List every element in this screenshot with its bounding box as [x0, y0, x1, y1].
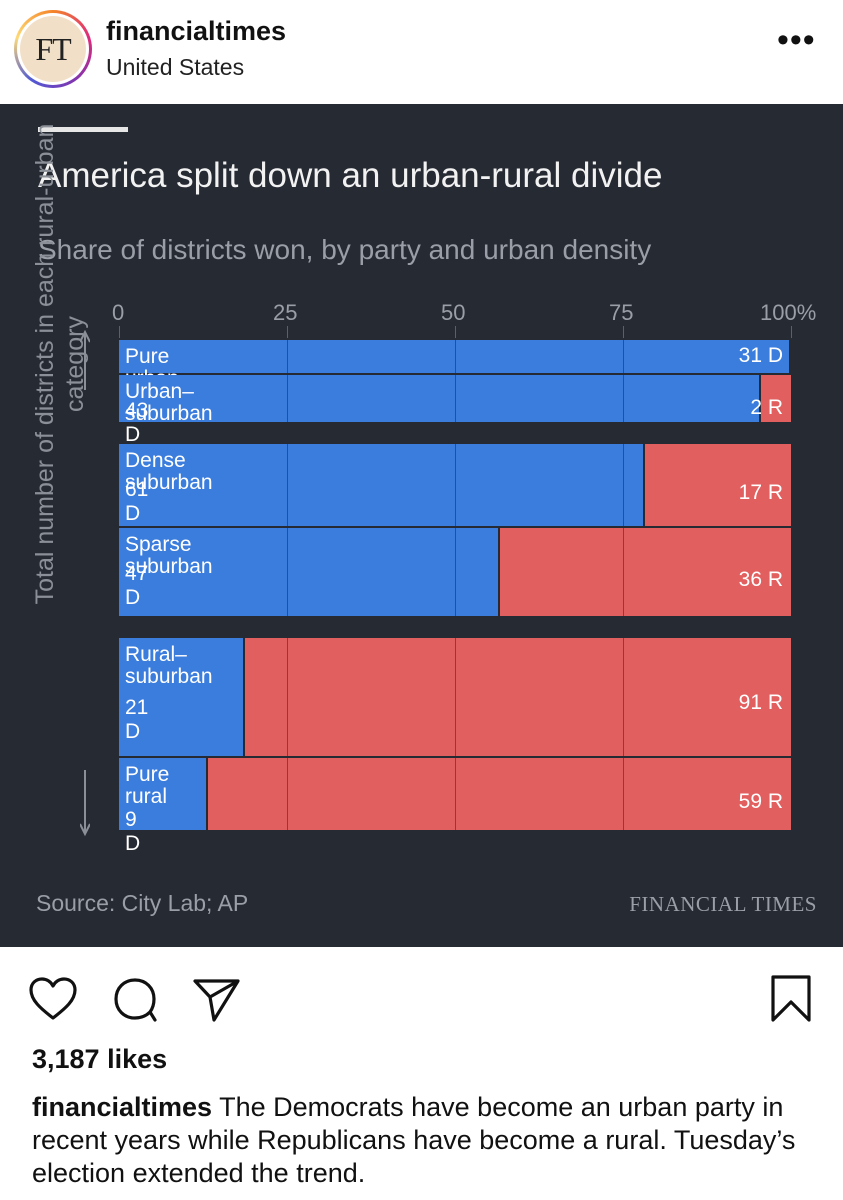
- x-tick-mark: [623, 326, 624, 338]
- democrat-count-label: 47 D: [125, 562, 149, 609]
- bar-segment-democrat: [119, 638, 245, 756]
- avatar-logo: FT: [20, 16, 86, 82]
- democrat-count-label: 21 D: [125, 696, 149, 743]
- bar-segment-republican: [208, 758, 791, 830]
- more-options-icon[interactable]: •••: [777, 21, 816, 59]
- democrat-count-label: 61 D: [125, 478, 149, 525]
- avatar-border: FT: [17, 13, 89, 85]
- category-label-line: Pure: [125, 763, 170, 786]
- category-label-line: suburban: [125, 665, 213, 688]
- chart-title: America split down an urban-rural divide: [38, 156, 663, 195]
- bar-segment-democrat: [119, 758, 208, 830]
- democrat-count-label: 9 D: [125, 808, 141, 855]
- category-label: Pure rural: [125, 764, 169, 808]
- bar-segment-republican: [245, 638, 791, 756]
- category-label-line: Rural–: [125, 643, 187, 666]
- chart-subtitle: Share of districts won, by party and urb…: [38, 234, 652, 265]
- category-label-line: Dense suburban: [125, 449, 213, 494]
- bar-segment-democrat: [119, 444, 645, 526]
- bookmark-icon[interactable]: [770, 974, 812, 1024]
- heart-icon[interactable]: [28, 977, 78, 1021]
- count-label-right: 36 R: [738, 568, 783, 591]
- category-label: Sparse suburban: [125, 534, 213, 578]
- category-label: Dense suburban: [125, 450, 213, 494]
- category-label-line: Sparse suburban: [125, 533, 213, 578]
- category-label: Urban–suburban: [125, 381, 213, 425]
- count-label-right: 31 D: [738, 344, 783, 367]
- x-tick-label: 75: [609, 300, 634, 325]
- x-tick-mark: [455, 326, 456, 338]
- x-tick-mark: [791, 326, 792, 338]
- comment-icon[interactable]: [112, 976, 160, 1024]
- count-label-right: 17 R: [738, 481, 783, 504]
- category-label-line: Urban–suburban: [125, 380, 213, 425]
- send-icon[interactable]: [192, 975, 242, 1023]
- title-rule: [38, 127, 128, 132]
- caption-username[interactable]: financialtimes: [32, 1092, 213, 1122]
- y-axis-arrow: [80, 330, 90, 837]
- x-tick-mark: [287, 326, 288, 338]
- chart-image: America split down an urban-rural divide…: [0, 104, 843, 947]
- category-label-line: rural: [125, 785, 168, 808]
- chart-source: Source: City Lab; AP: [36, 890, 249, 916]
- action-bar: [0, 947, 843, 1047]
- x-tick-label: 25: [273, 300, 298, 325]
- count-label-right: 91 R: [738, 691, 783, 714]
- caption: financialtimes The Democrats have become…: [32, 1091, 812, 1190]
- bar-segment-republican: [761, 375, 791, 422]
- chart-brand: FINANCIAL TIMES: [629, 892, 817, 916]
- likes-count[interactable]: 3,187 likes: [32, 1044, 168, 1074]
- category-label: Rural– suburban: [125, 644, 213, 688]
- x-tick-mark: [119, 326, 120, 338]
- x-tick-label: 100%: [760, 300, 817, 325]
- post-header: FT financialtimes United States •••: [0, 0, 843, 104]
- username[interactable]: financialtimes: [106, 16, 287, 46]
- x-tick-label: 0: [112, 300, 125, 325]
- count-label-right: 59 R: [738, 790, 783, 813]
- democrat-count-label: 43 D: [125, 399, 149, 446]
- location[interactable]: United States: [106, 54, 245, 80]
- bar-segment-republican: [645, 444, 791, 526]
- gridline: [287, 340, 288, 830]
- gridline: [623, 340, 624, 830]
- bar-segment-republican: [500, 528, 791, 616]
- count-label-right: 2 R: [750, 396, 783, 419]
- gridline: [455, 340, 456, 830]
- x-tick-label: 50: [441, 300, 466, 325]
- caption-text: The Democrats have become an urban party…: [32, 1092, 796, 1188]
- avatar[interactable]: FT: [14, 10, 92, 88]
- bar-segment-democrat: [119, 528, 500, 616]
- bar-segment-democrat: [119, 375, 761, 422]
